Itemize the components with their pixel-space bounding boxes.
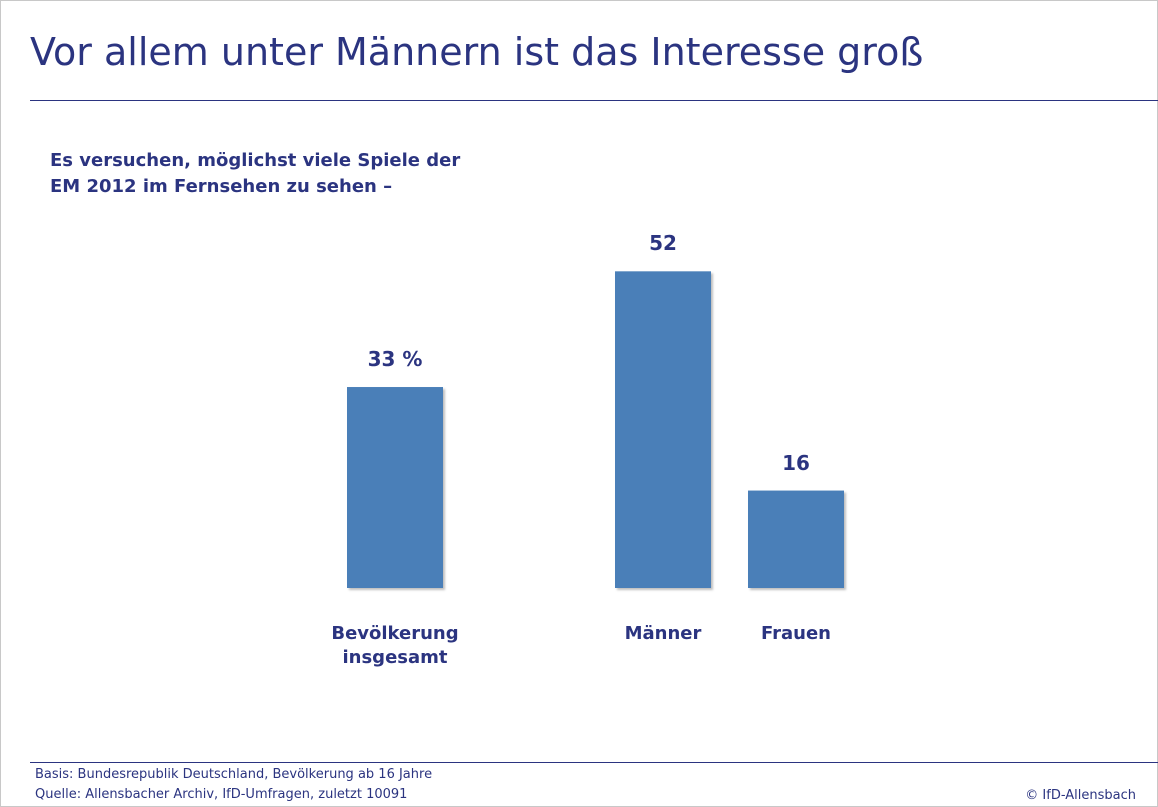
credit: © IfD-Allensbach xyxy=(1025,788,1136,803)
bar xyxy=(347,387,443,588)
footnote: Basis: Bundesrepublik Deutschland, Bevöl… xyxy=(35,767,433,782)
value-label: 16 xyxy=(782,450,810,475)
chart-subtitle: Es versuchen, möglichst viele Spiele der… xyxy=(50,150,461,197)
category-label: Frauen xyxy=(760,623,831,644)
chart-title: Vor allem unter Männern ist das Interess… xyxy=(30,30,924,74)
bar xyxy=(615,271,711,588)
category-label: Männer xyxy=(624,623,702,644)
bar xyxy=(748,490,844,588)
footer-rule xyxy=(30,762,1158,763)
category-label: Bevölkerung insgesamt xyxy=(331,623,459,668)
footnote: Quelle: Allensbacher Archiv, IfD-Umfrage… xyxy=(35,787,408,802)
value-label: 33 % xyxy=(367,347,423,372)
title-rule xyxy=(30,100,1158,101)
value-label: 52 xyxy=(649,231,677,256)
